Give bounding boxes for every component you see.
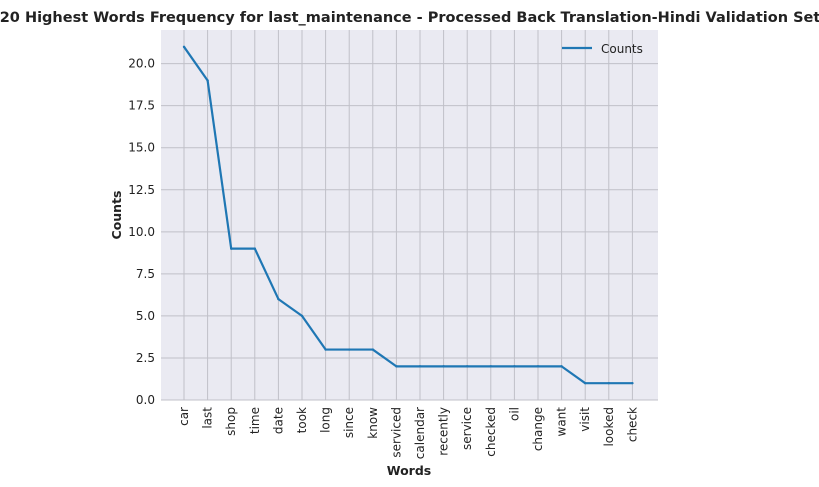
data-point-shop: [230, 247, 233, 250]
x-tick-label: service: [460, 407, 474, 450]
data-point-visit: [584, 381, 587, 385]
data-point-calendar: [418, 365, 422, 368]
data-point-last: [206, 79, 209, 82]
x-tick-label: time: [248, 407, 262, 434]
data-point-recently: [442, 365, 445, 368]
x-tick-label: looked: [602, 407, 616, 447]
x-tick-label: visit: [578, 407, 592, 432]
x-tick-label: took: [295, 407, 309, 433]
y-tick-label: 5.0: [136, 309, 155, 323]
data-point-check: [631, 381, 634, 385]
grid-lines: [161, 30, 658, 401]
x-tick-label: change: [531, 407, 545, 451]
y-tick-label: 7.5: [136, 267, 155, 281]
data-point-checked: [489, 365, 492, 368]
data-point-looked: [607, 381, 610, 385]
x-tick-label: shop: [224, 407, 238, 436]
x-tick-label: last: [201, 407, 215, 429]
x-tick-label: serviced: [389, 407, 403, 458]
plot-area: [161, 30, 658, 400]
data-point-change: [536, 365, 540, 368]
y-tick-label: 20.0: [128, 57, 155, 71]
x-tick-labels: car last shop time date took long since know serv…: [177, 407, 639, 459]
data-point-long: [324, 348, 327, 351]
x-tick-label: car: [177, 407, 191, 426]
data-point-oil: [513, 365, 516, 368]
x-axis-label: Words: [387, 463, 431, 478]
y-axis-label: Counts: [109, 191, 124, 240]
x-tick-label: since: [342, 407, 356, 438]
data-point-time: [253, 247, 256, 250]
series-line-counts: [183, 46, 633, 385]
data-point-serviced: [395, 365, 398, 368]
data-point-service: [466, 365, 469, 368]
data-point-date: [277, 297, 280, 301]
y-tick-label: 0.0: [136, 393, 155, 407]
x-tick-label: want: [555, 407, 569, 437]
x-tick-label: oil: [507, 407, 521, 421]
data-point-since: [348, 348, 351, 351]
data-point-want: [560, 365, 563, 368]
y-tick-label: 12.5: [128, 183, 155, 197]
x-tick-label: calendar: [413, 407, 427, 459]
x-tick-label: checked: [484, 407, 498, 457]
series-points: [182, 45, 634, 385]
y-tick-labels: 0.0 2.5 5.0 7.5 10.0 12.5 15.0 17.5 20.0: [128, 57, 155, 407]
chart-title: 20 Highest Words Frequency for last_main…: [0, 10, 819, 26]
legend: Counts: [562, 42, 643, 56]
x-tick-label: check: [625, 407, 639, 442]
legend-label-counts: Counts: [601, 42, 643, 56]
data-point-car: [182, 45, 186, 49]
y-tick-label: 15.0: [128, 141, 155, 155]
data-point-know: [371, 348, 374, 351]
x-tick-label: long: [319, 407, 333, 433]
y-tick-label: 10.0: [128, 225, 155, 239]
data-point-took: [300, 314, 304, 318]
x-tick-label: date: [271, 407, 285, 434]
x-tick-label: recently: [437, 407, 451, 456]
y-tick-label: 17.5: [128, 99, 155, 113]
y-tick-label: 2.5: [136, 351, 155, 365]
x-tick-label: know: [366, 407, 380, 439]
